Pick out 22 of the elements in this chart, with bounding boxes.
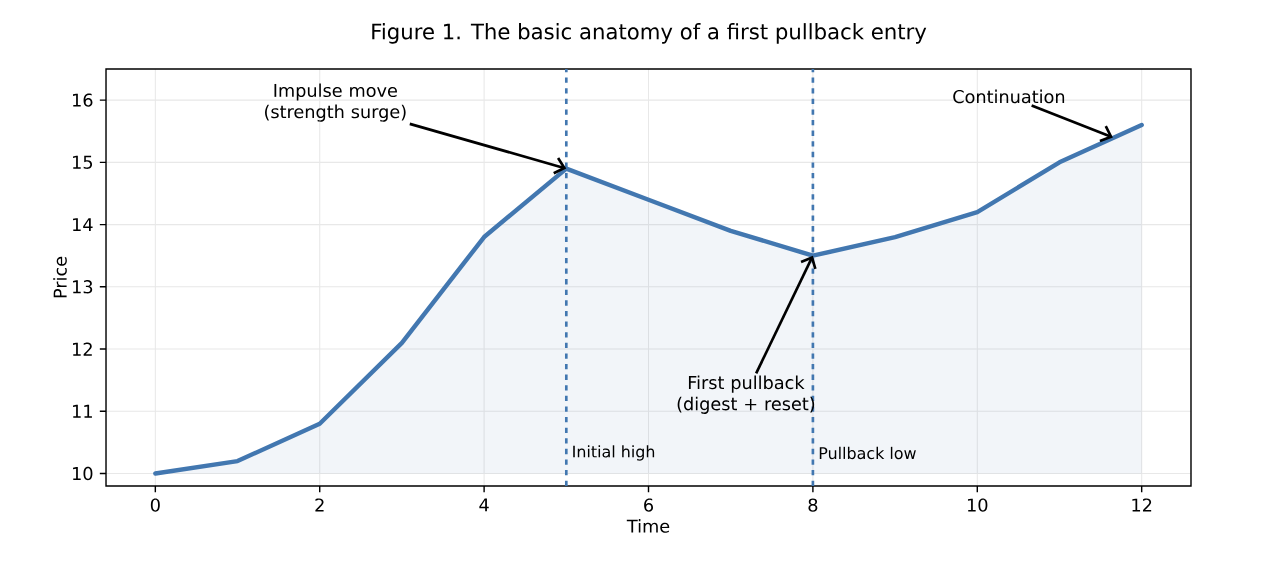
annotation: Continuation (953, 89, 1065, 104)
x-tick-label: 6 (644, 498, 654, 512)
y-axis-title: Price (53, 256, 67, 298)
chart-title: Figure 1. The basic anatomy of a first pullback entry (372, 23, 927, 44)
x-tick-label: 8 (808, 498, 818, 512)
y-tick-label: 13 (73, 280, 93, 294)
x-tick-label: 4 (479, 498, 489, 512)
y-tick-label: 15 (73, 155, 93, 169)
annotation: First pullback (digest + reset) (677, 375, 815, 414)
x-tick-label: 10 (967, 498, 988, 512)
y-tick-label: 10 (73, 466, 93, 481)
y-tick-label: 12 (73, 342, 92, 356)
ref-line-label: Pullback low (819, 446, 916, 460)
y-tick-label: 16 (73, 93, 93, 107)
annotation: Impulse move (strength surge) (265, 83, 406, 122)
x-tick-label: 2 (315, 498, 324, 512)
x-tick-label: 12 (1132, 498, 1152, 512)
x-tick-label: 0 (150, 498, 160, 512)
x-axis-title: Time (626, 519, 670, 533)
y-tick-label: 14 (73, 218, 93, 232)
ref-line-label: Initial high (573, 445, 655, 461)
y-tick-label: 11 (73, 404, 92, 418)
